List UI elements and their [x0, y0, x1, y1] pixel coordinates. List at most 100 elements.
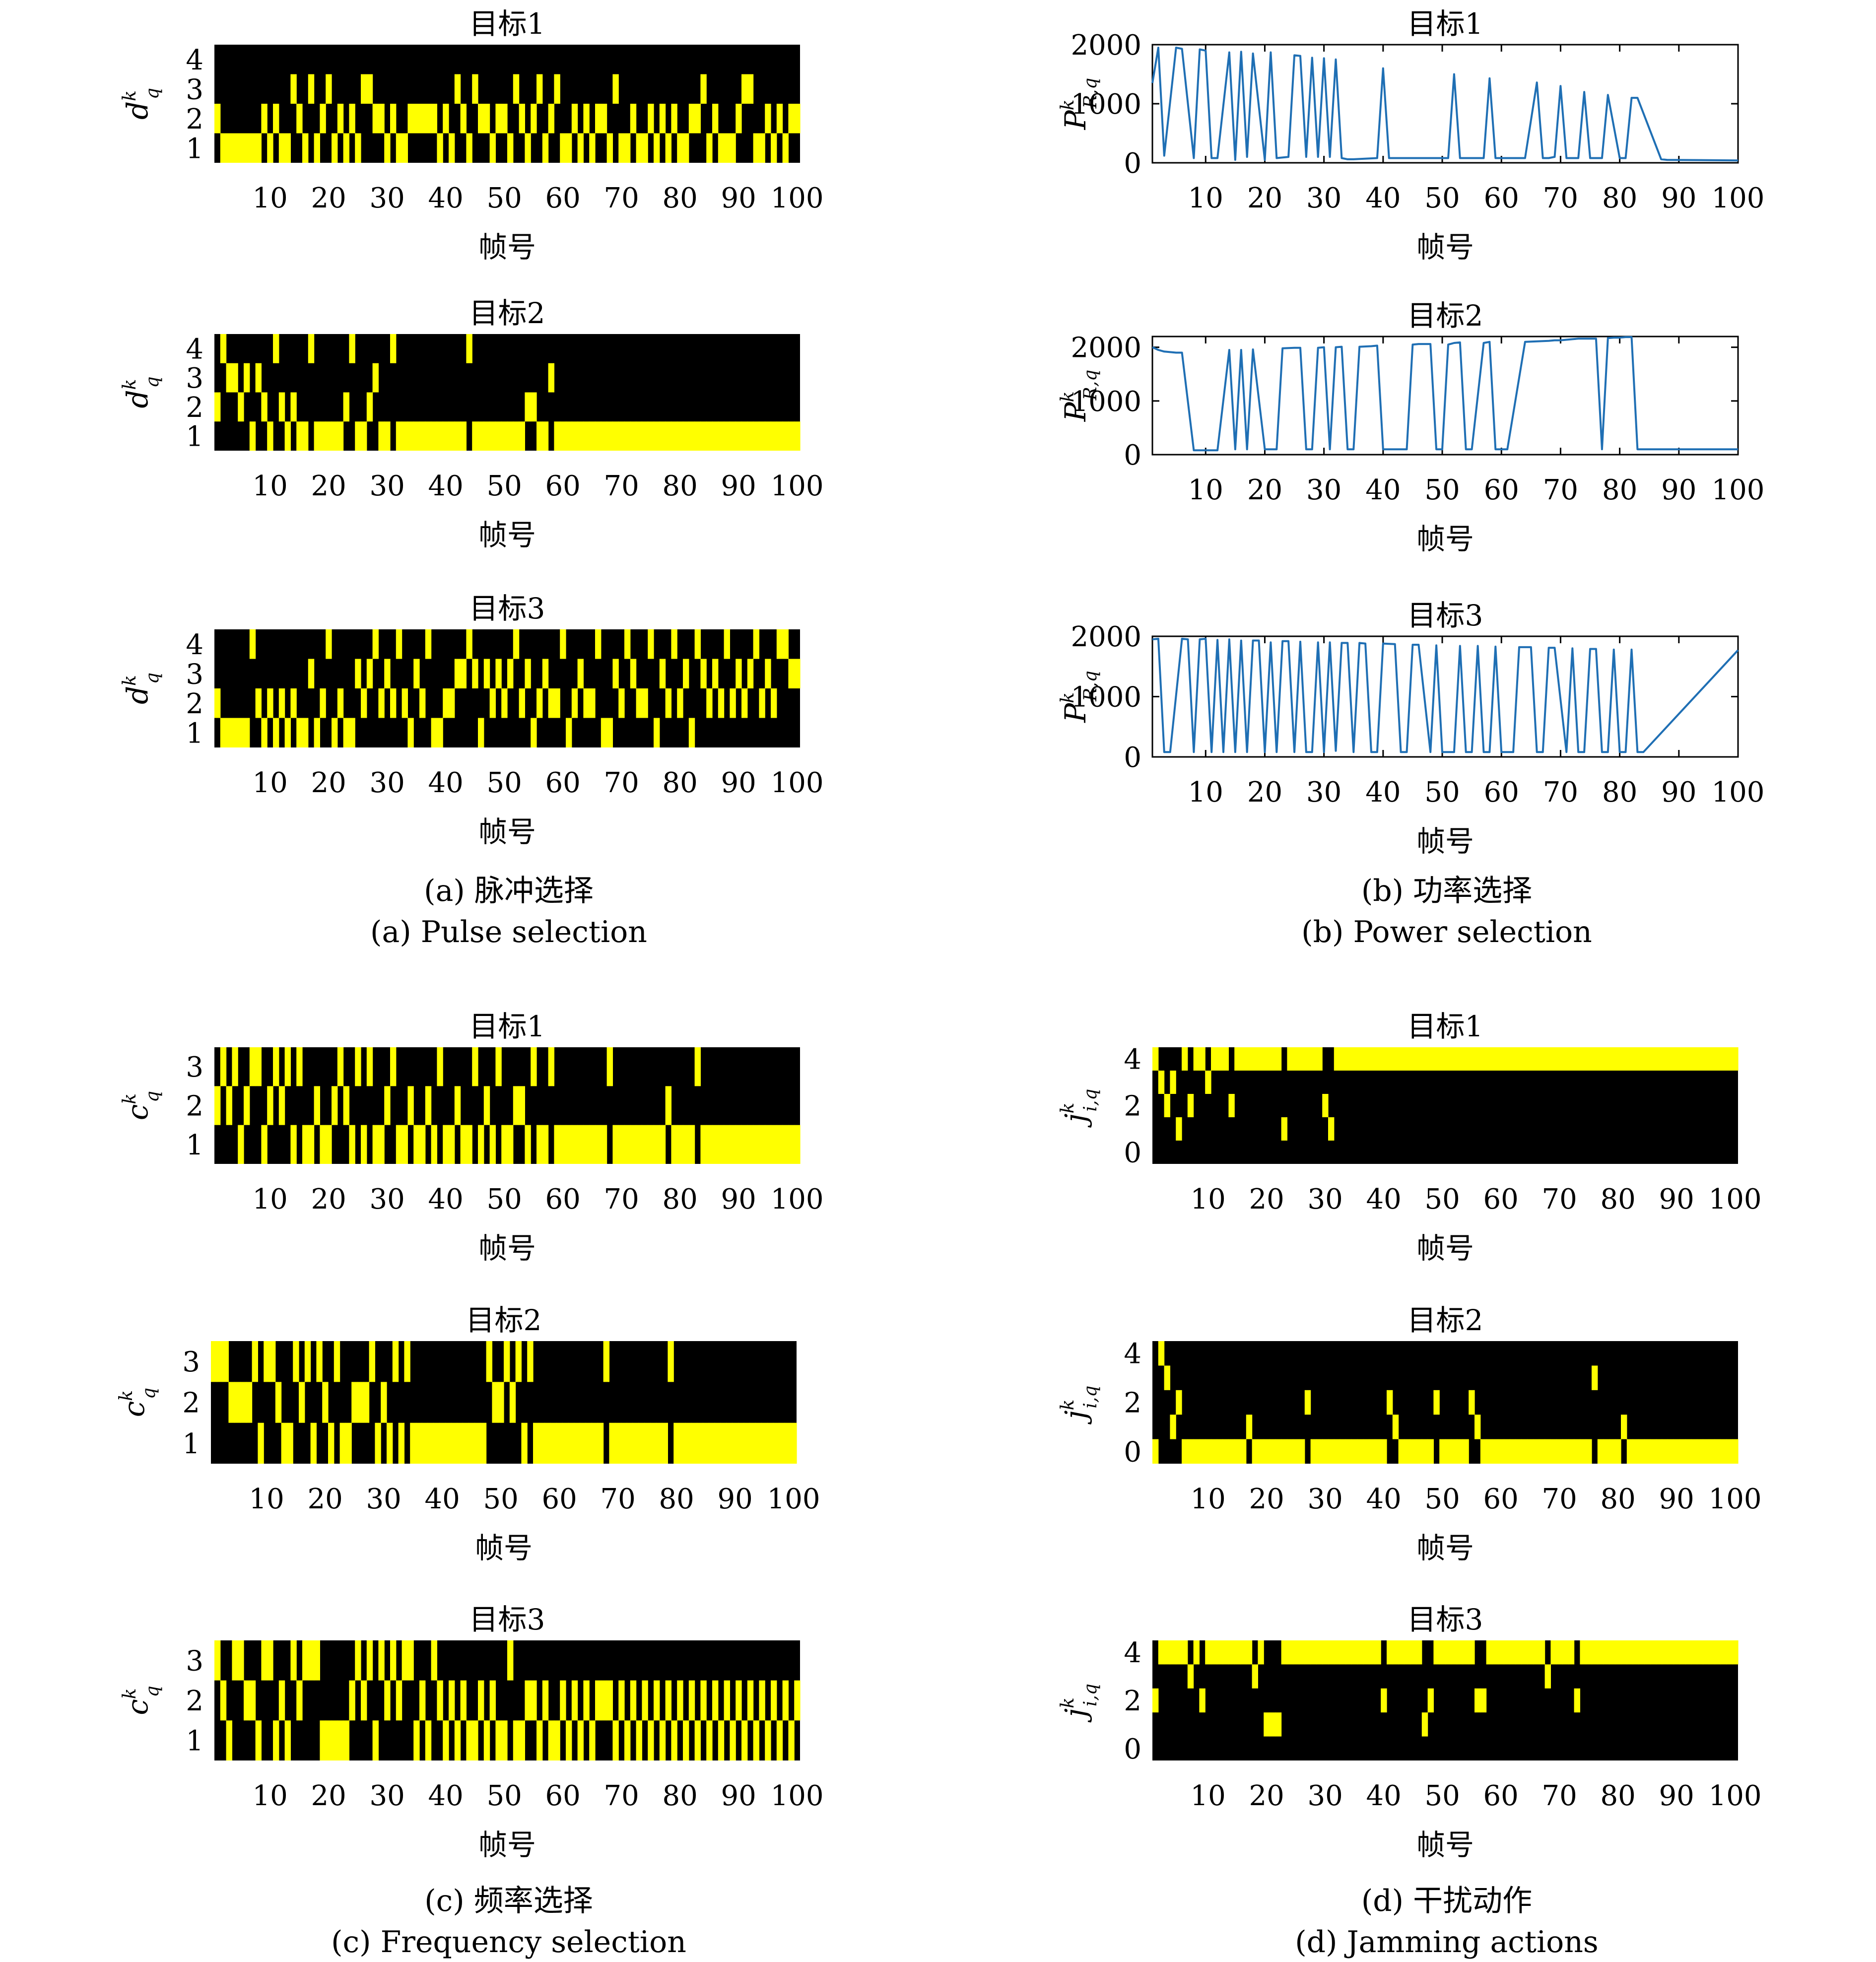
heatmap-cell [589, 421, 596, 451]
heatmap-cell [1674, 1439, 1680, 1464]
heatmap-cell [688, 421, 695, 451]
heatmap-cell [384, 421, 391, 451]
heatmap-cell [595, 1125, 602, 1164]
y-tick-label: 2 [186, 1685, 203, 1717]
heatmap-cell [419, 1125, 426, 1164]
y-tick-label: 2 [186, 392, 203, 424]
heatmap-cell [226, 1086, 232, 1125]
heatmap-cell [1463, 1640, 1469, 1665]
heatmap-cell [378, 421, 385, 451]
heatmap-cell [1574, 1688, 1580, 1713]
y-tick-label: 4 [1124, 1044, 1141, 1076]
heatmap-cell [1363, 1640, 1370, 1665]
y-axis-label-sub: R,q [1080, 78, 1101, 109]
x-tick-label: 20 [311, 1183, 346, 1216]
x-tick-label: 60 [1483, 1183, 1518, 1216]
heatmap-cell [712, 104, 719, 134]
heatmap-cell [1656, 1047, 1663, 1071]
heatmap-cell [1299, 1439, 1305, 1464]
heatmap-cell [366, 74, 373, 104]
heatmap-cell [1539, 1047, 1545, 1071]
heatmap-cell [609, 1422, 615, 1464]
panel-d3: 目标3 jk i,q 帧号 0 2 4 10 20 30 40 50 60 70 80 90 100 [1058, 1603, 1762, 1862]
heatmap-cell [425, 421, 432, 451]
chart-title: 目标1 [1407, 1010, 1483, 1043]
heatmap-cell [782, 1125, 789, 1164]
heatmap-cell [1626, 1439, 1633, 1464]
heatmap-cell [478, 1125, 484, 1164]
heatmap-cell [1252, 1439, 1258, 1464]
heatmap-cell [1381, 1439, 1387, 1464]
heatmap-cell [1193, 1640, 1200, 1665]
y-tick-label: 2 [1124, 1685, 1141, 1717]
heatmap-cell [1404, 1439, 1410, 1464]
heatmap-cell [612, 74, 619, 104]
heatmap-cell [211, 1341, 217, 1382]
y-axis-label-sub: i,q [1080, 1386, 1101, 1409]
heatmap-cell [759, 1125, 765, 1164]
x-tick-label: 10 [252, 182, 287, 214]
series-line [1152, 336, 1738, 452]
heatmap-cell [1732, 1047, 1739, 1071]
x-tick-label: 70 [1543, 474, 1578, 506]
heatmap-cell [1504, 1439, 1510, 1464]
heatmap-cell [1410, 1640, 1416, 1665]
heatmap-cell [765, 1125, 771, 1164]
chart-title: 目标3 [1407, 1603, 1483, 1636]
heatmap-cell [706, 421, 713, 451]
heatmap-cell [560, 421, 566, 451]
heatmap-cell [1679, 1047, 1686, 1071]
heatmap-cell [361, 74, 367, 104]
heatmap-cell [525, 1680, 531, 1721]
heatmap-cell [513, 421, 520, 451]
heatmap-cell [724, 133, 730, 163]
heatmap-cell [284, 133, 291, 163]
heatmap-cell [308, 1125, 315, 1164]
heatmap-cell [747, 1680, 754, 1721]
x-tick-label: 20 [1247, 474, 1282, 506]
heatmap-cell [407, 104, 414, 134]
heatmap-cell [650, 1422, 657, 1464]
heatmap-cell [747, 74, 754, 104]
heatmap-cell [654, 133, 660, 163]
heatmap-cell [525, 1125, 531, 1164]
heatmap-cell [1463, 1047, 1469, 1071]
heatmap-cell [1205, 1640, 1211, 1665]
heatmap-cell [240, 1382, 247, 1423]
heatmap-cell [372, 629, 379, 659]
heatmap-cell [730, 1720, 736, 1760]
x-tick-label: 70 [603, 182, 639, 214]
heatmap-cell [688, 104, 695, 134]
heatmap-cell [1638, 1047, 1645, 1071]
y-tick-label: 2000 [1071, 29, 1141, 62]
x-tick-label: 100 [1709, 1483, 1762, 1515]
heatmap-cell [1158, 1071, 1165, 1094]
x-tick-label: 100 [771, 1780, 824, 1812]
heatmap-cell [1351, 1640, 1358, 1665]
caption-d-en: (d) Jamming actions [1295, 1925, 1599, 1960]
heatmap-cell [1199, 1688, 1206, 1713]
heatmap-cell [788, 1720, 795, 1760]
heatmap-cell [1544, 1439, 1551, 1464]
heatmap-cell [255, 363, 262, 393]
heatmap-cell [402, 1125, 408, 1164]
heatmap-cell [1211, 1439, 1217, 1464]
y-axis-label-base: P [1059, 110, 1092, 130]
heatmap-cell [384, 1086, 391, 1125]
heatmap-cell [1597, 1439, 1604, 1464]
heatmap-cell [1398, 1439, 1405, 1464]
heatmap-cell [697, 1422, 703, 1464]
heatmap-cell [1392, 1415, 1399, 1439]
heatmap-cell [419, 104, 426, 134]
heatmap-cell [1328, 1439, 1335, 1464]
heatmap-cell [332, 1086, 338, 1125]
heatmap-cell [1304, 1390, 1311, 1415]
heatmap-cell [1603, 1439, 1609, 1464]
heatmap-cell [1521, 1640, 1528, 1665]
x-tick-label: 70 [1541, 1483, 1577, 1515]
heatmap-cell [1726, 1439, 1733, 1464]
heatmap-cell [1638, 1439, 1645, 1464]
heatmap-cell [741, 688, 748, 718]
y-axis-label-base: j [1059, 1410, 1092, 1424]
heatmap-cell [304, 1341, 311, 1382]
